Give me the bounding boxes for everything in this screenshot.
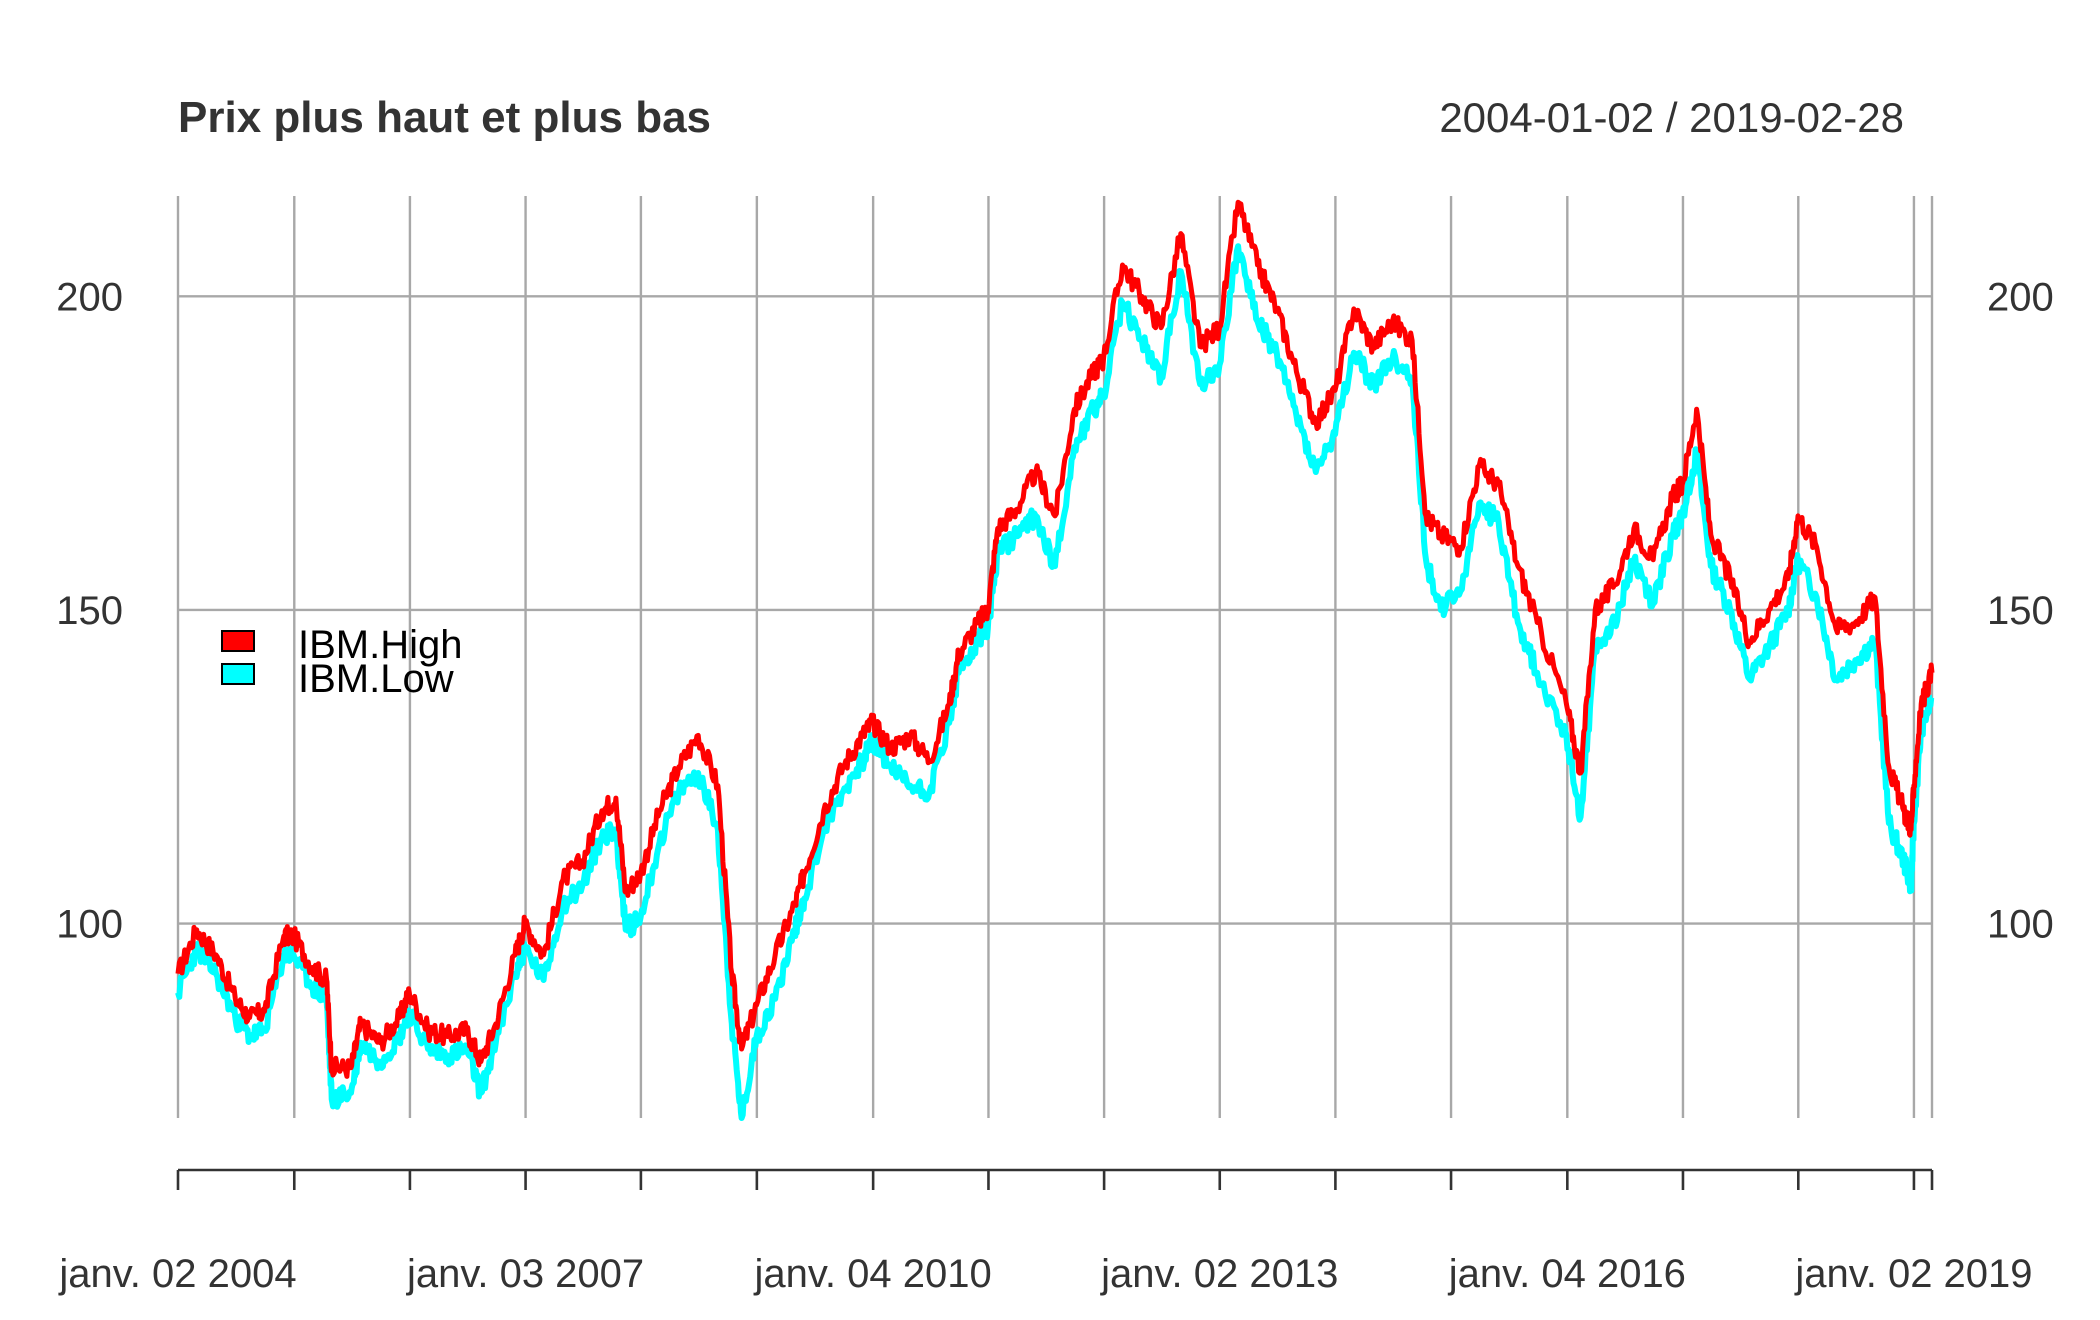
x-tick-label: janv. 02 2013 xyxy=(1100,1252,1338,1296)
series-lines xyxy=(175,199,1935,1121)
series-line-low xyxy=(175,243,1935,1121)
x-axis: janv. 02 2004 janv. 03 2007 janv. 04 2010 j… xyxy=(58,1168,2033,1296)
legend: IBM.High IBM.Low xyxy=(221,623,463,701)
x-tick-label: janv. 02 2004 xyxy=(58,1252,296,1296)
series-line-high xyxy=(175,199,1935,1079)
x-tick-label: janv. 03 2007 xyxy=(406,1252,644,1296)
y-tick-label-left: 100 xyxy=(56,903,123,947)
y-tick-label-left: 200 xyxy=(56,275,123,319)
legend-swatch-low xyxy=(221,663,255,685)
grid xyxy=(176,196,1934,1118)
legend-label-high: IBM.High xyxy=(298,623,463,667)
legend-label-low: IBM.Low xyxy=(298,657,454,701)
y-axis-labels: 100 100 150 150 200 200 xyxy=(56,275,2054,946)
y-tick-label-left: 150 xyxy=(56,589,123,633)
y-tick-label-right: 200 xyxy=(1987,275,2054,319)
legend-swatch-high xyxy=(221,630,255,652)
x-tick-label: janv. 04 2016 xyxy=(1448,1252,1686,1296)
date-range-label: 2004-01-02 / 2019-02-28 xyxy=(1439,94,1904,141)
y-tick-label-right: 100 xyxy=(1987,903,2054,947)
chart-title: Prix plus haut et plus bas xyxy=(178,93,711,142)
x-tick-label: janv. 04 2010 xyxy=(754,1252,992,1296)
x-tick-label: janv. 02 2019 xyxy=(1794,1252,2032,1296)
y-tick-label-right: 150 xyxy=(1987,589,2054,633)
